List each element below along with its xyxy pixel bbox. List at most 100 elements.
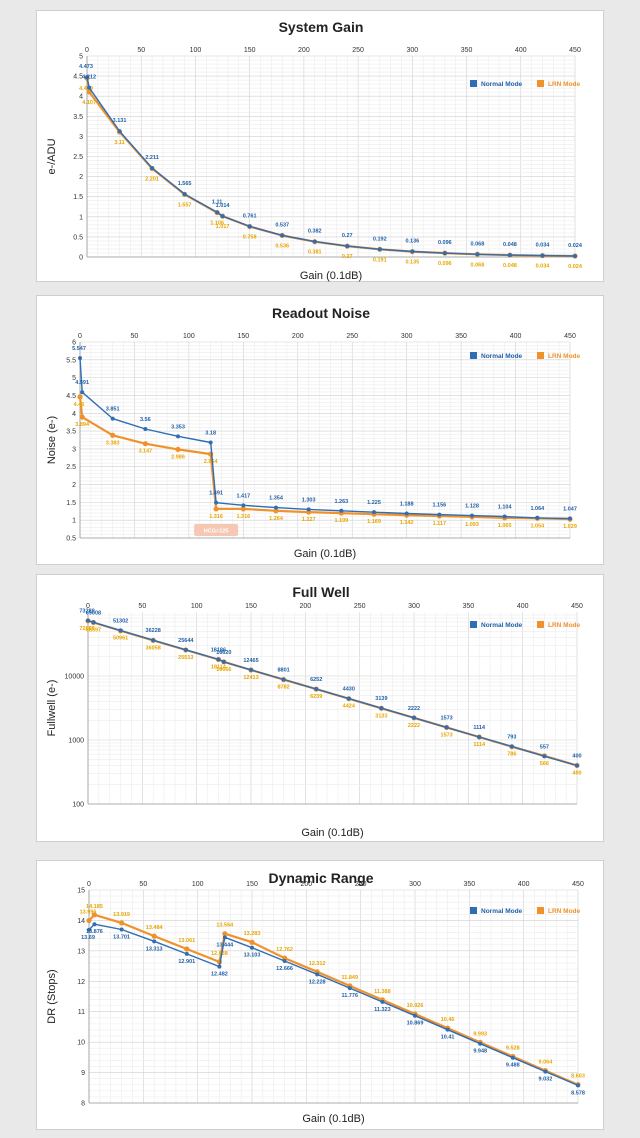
y-tick-label: 10	[77, 1040, 85, 1047]
normal-mode-point	[91, 620, 96, 625]
normal-mode-data-label: 0.27	[342, 233, 353, 239]
y-tick-label: 1	[79, 214, 83, 221]
x-tick-label: 350	[455, 333, 467, 340]
normal-mode-point	[576, 1083, 580, 1088]
normal-mode-data-label: 9.488	[506, 1063, 520, 1069]
normal-mode-data-label: 10.41	[441, 1035, 455, 1041]
dynamic-range-chart: Dynamic Range 0 50 100 150 200 250 300 350 400 450…	[46, 870, 585, 1125]
x-tick-label: 200	[298, 47, 310, 54]
lrn-mode-data-label: 13.996	[80, 910, 97, 916]
normal-mode-data-label: 18186	[211, 647, 226, 653]
lrn-mode-point	[249, 939, 255, 945]
legend-swatch-normal	[470, 80, 477, 87]
x-tick-label: 450	[569, 47, 581, 54]
x-tick-label: 0	[87, 881, 91, 888]
chart-title: Dynamic Range	[268, 870, 373, 886]
lrn-mode-data-label: 786	[507, 752, 516, 758]
y-tick-label: 3	[72, 446, 76, 453]
y-axis-label: DR (Stops)	[46, 969, 58, 1023]
chart-title: Full Well	[292, 584, 349, 600]
chart-title: System Gain	[279, 19, 364, 35]
y-tick-label: 4.5	[73, 74, 83, 81]
lrn-mode-data-label: 4.46	[74, 402, 85, 408]
normal-mode-data-label: 12.228	[309, 979, 326, 985]
normal-mode-data-label: 1.565	[178, 181, 192, 187]
legend-label-normal: Normal Mode	[481, 353, 523, 360]
chart-title: Readout Noise	[272, 305, 370, 321]
y-tick-label: 3.5	[66, 429, 76, 436]
lrn-mode-data-label: 25513	[178, 655, 193, 661]
y-tick-label: 100	[72, 802, 84, 809]
lrn-mode-point	[86, 917, 92, 924]
normal-mode-data-label: 10.869	[407, 1021, 424, 1027]
legend-label-normal: Normal Mode	[481, 622, 523, 629]
lrn-mode-data-label: 13.283	[244, 931, 261, 937]
lrn-mode-point	[273, 508, 279, 514]
x-tick-label: 0	[78, 333, 82, 340]
lrn-mode-point	[110, 432, 116, 438]
normal-mode-point	[575, 763, 579, 768]
lrn-mode-point	[175, 446, 181, 453]
lrn-mode-data-label: 10.926	[407, 1003, 424, 1009]
system-gain-panel: System Gain 0 50 100 150 200 250 300 350 400 450 0 0…	[36, 10, 604, 282]
lrn-mode-data-label: 10.46	[441, 1017, 455, 1023]
x-tick-label: 50	[131, 333, 139, 340]
lrn-mode-data-label: 1.199	[334, 518, 348, 524]
lrn-mode-data-label: 4.449	[79, 86, 93, 92]
normal-mode-data-label: 69008	[86, 610, 101, 616]
normal-mode-point	[274, 505, 278, 510]
y-tick-label: 15	[77, 888, 85, 895]
lrn-mode-data-label: 0.381	[308, 250, 322, 256]
lrn-mode-data-label: 0.536	[275, 243, 289, 249]
normal-mode-point	[540, 253, 545, 258]
y-tick-label: 8	[81, 1101, 85, 1108]
normal-mode-data-label: 12.901	[178, 959, 195, 965]
normal-mode-line	[87, 619, 578, 767]
lrn-mode-data-label: 13.919	[113, 912, 130, 918]
normal-mode-point	[315, 972, 320, 977]
y-tick-label: 1.5	[66, 500, 76, 507]
normal-mode-point	[86, 618, 90, 623]
legend-label-lrn: LRN Mode	[548, 81, 581, 88]
normal-mode-point	[372, 510, 376, 515]
lrn-mode-data-label: 1.316	[209, 514, 223, 520]
normal-mode-point	[78, 356, 82, 361]
y-tick-label: 1.5	[73, 194, 83, 201]
normal-mode-point	[535, 515, 540, 520]
normal-mode-point	[347, 986, 352, 991]
normal-mode-point	[152, 939, 157, 944]
normal-mode-data-label: 13.313	[146, 946, 163, 952]
normal-mode-data-label: 1.303	[302, 497, 316, 503]
normal-mode-point	[119, 927, 124, 932]
x-tick-label: 300	[406, 47, 418, 54]
x-tick-label: 350	[462, 603, 474, 610]
normal-mode-data-label: 8801	[277, 668, 289, 674]
lrn-mode-data-label: 72889	[79, 626, 94, 632]
normal-mode-point	[509, 744, 514, 749]
grid	[88, 889, 579, 1104]
normal-mode-data-label: 1.047	[563, 507, 577, 513]
normal-mode-data-label: 4.591	[75, 380, 89, 386]
normal-mode-point	[241, 503, 246, 508]
lrn-mode-line	[78, 396, 571, 521]
lrn-mode-data-label: 9.993	[473, 1031, 487, 1037]
lrn-mode-data-label: 8.603	[571, 1074, 585, 1080]
normal-mode-data-label: 36228	[146, 628, 161, 634]
lrn-mode-line	[85, 78, 576, 258]
normal-mode-point	[380, 999, 385, 1004]
legend-swatch-lrn	[537, 352, 544, 359]
x-tick-label: 0	[85, 47, 89, 54]
system-gain-chart: System Gain 0 50 100 150 200 250 300 350 400 450 0 0…	[46, 19, 583, 282]
normal-mode-data-label: 8.578	[571, 1090, 585, 1096]
lrn-mode-data-label: 11.849	[342, 975, 359, 981]
x-tick-label: 450	[571, 603, 583, 610]
x-tick-label: 150	[244, 47, 256, 54]
legend-swatch-lrn	[537, 907, 544, 914]
lrn-mode-data-label: 1.169	[367, 519, 381, 525]
legend-label-normal: Normal Mode	[481, 81, 523, 88]
normal-mode-point	[247, 224, 252, 229]
x-tick-label: 400	[518, 881, 530, 888]
lrn-mode-data-label: 0.27	[342, 254, 353, 260]
legend-swatch-normal	[470, 352, 477, 359]
y-axis-label: Noise (e-)	[46, 416, 58, 464]
